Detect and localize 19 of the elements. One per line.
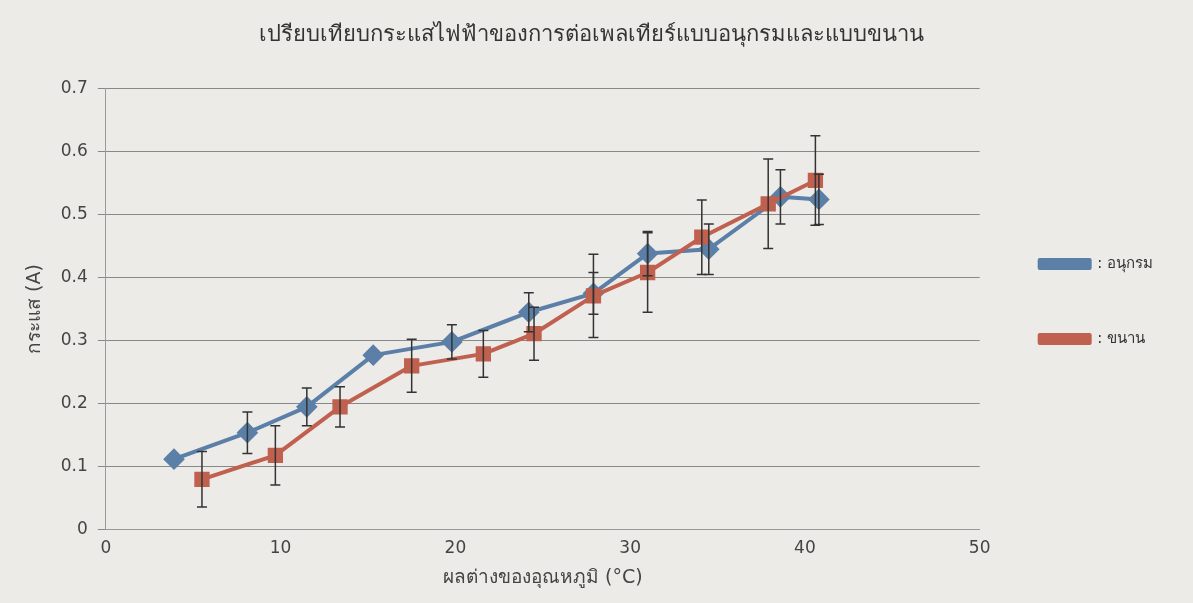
y-axis-title: กระแส (A) (22, 264, 45, 355)
x-tick-label: 50 (968, 537, 991, 558)
y-tick-label: 0.1 (60, 455, 88, 476)
y-tick-label: 0 (77, 518, 88, 539)
x-tick-label: 20 (444, 537, 467, 558)
legend-label: : ขนาน (1097, 328, 1146, 347)
x-tick-label: 40 (794, 537, 816, 558)
y-tick-label: 0.6 (60, 139, 88, 160)
x-tick-label: 30 (619, 537, 641, 558)
legend-label: : อนุกรม (1097, 253, 1154, 273)
y-tick-label: 0.7 (60, 76, 88, 97)
y-tick-label: 0.2 (60, 392, 88, 413)
y-tick-label: 0.5 (60, 202, 88, 223)
x-tick-label: 10 (269, 537, 292, 558)
x-axis-title: ผลต่างของอุณหภูมิ (°C) (442, 564, 643, 589)
x-tick-label: 0 (100, 537, 112, 558)
y-tick-label: 0.3 (60, 329, 88, 350)
y-tick-label: 0.4 (60, 265, 88, 286)
chart-title: เปรียบเทียบกระแสไฟฟ้าของการต่อเพลเทียร์แบบอนุกรมและแบบขนาน (259, 20, 924, 47)
